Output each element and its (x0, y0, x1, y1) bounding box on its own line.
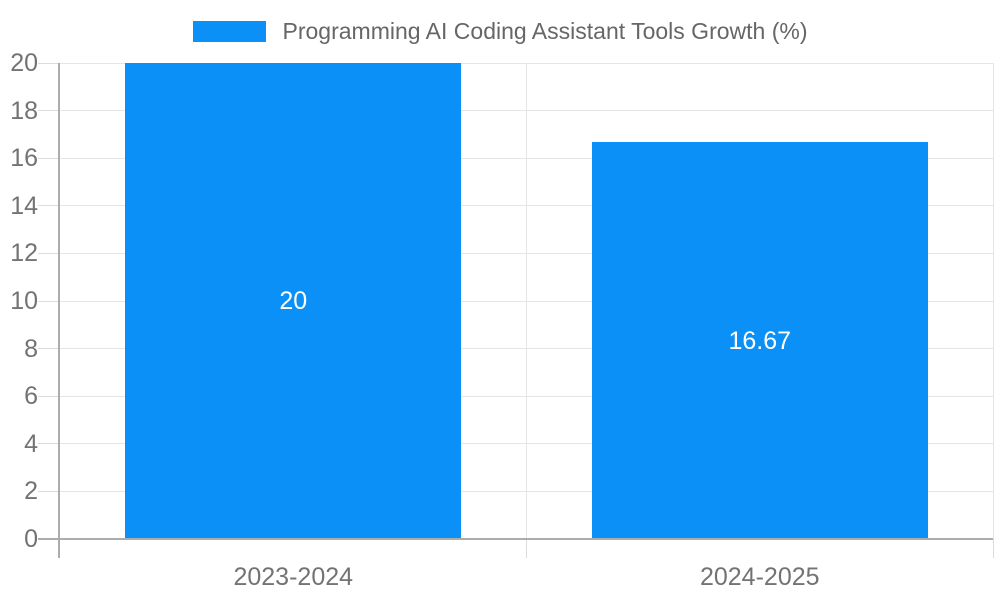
x-axis-tick-label: 2024-2025 (699, 563, 820, 591)
y-axis-tick-label: 2 (24, 477, 38, 506)
y-tick-mark (38, 300, 60, 302)
plot-area: 20 16.67 (60, 62, 994, 539)
y-tick-mark (38, 62, 60, 64)
y-axis-tick-label: 12 (10, 239, 38, 268)
y-tick-mark (38, 395, 60, 397)
y-axis-tick-label: 20 (10, 49, 38, 77)
y-tick-mark (38, 490, 60, 492)
y-axis-tick-label: 10 (10, 287, 38, 315)
y-axis-line (58, 63, 60, 558)
x-axis-tick-label: 2023-2024 (233, 563, 354, 591)
y-axis-tick-label: 16 (10, 144, 38, 173)
y-axis-tick-label: 0 (24, 525, 38, 553)
y-tick-mark (38, 157, 60, 159)
x-axis-line (38, 538, 993, 540)
y-tick-mark (38, 110, 60, 112)
x-tick-mark (992, 539, 994, 558)
y-axis-tick-label: 6 (24, 382, 38, 411)
y-tick-mark (38, 443, 60, 445)
y-axis-tick-label: 4 (24, 429, 38, 458)
y-axis-tick-label: 18 (10, 96, 38, 125)
legend-swatch-icon (192, 20, 266, 42)
x-tick-mark (526, 539, 527, 558)
y-tick-mark (38, 252, 60, 254)
legend[interactable]: Programming AI Coding Assistant Tools Gr… (0, 15, 1000, 47)
y-axis-tick-label: 8 (24, 334, 38, 363)
y-tick-mark (38, 348, 60, 350)
gridline (526, 63, 527, 539)
y-axis-tick-label: 14 (10, 191, 38, 220)
bar-2024-2025[interactable] (591, 142, 928, 539)
gridline (992, 63, 994, 539)
legend-label: Programming AI Coding Assistant Tools Gr… (282, 17, 808, 44)
y-tick-mark (38, 205, 60, 207)
bar-2023-2024[interactable] (125, 63, 462, 539)
